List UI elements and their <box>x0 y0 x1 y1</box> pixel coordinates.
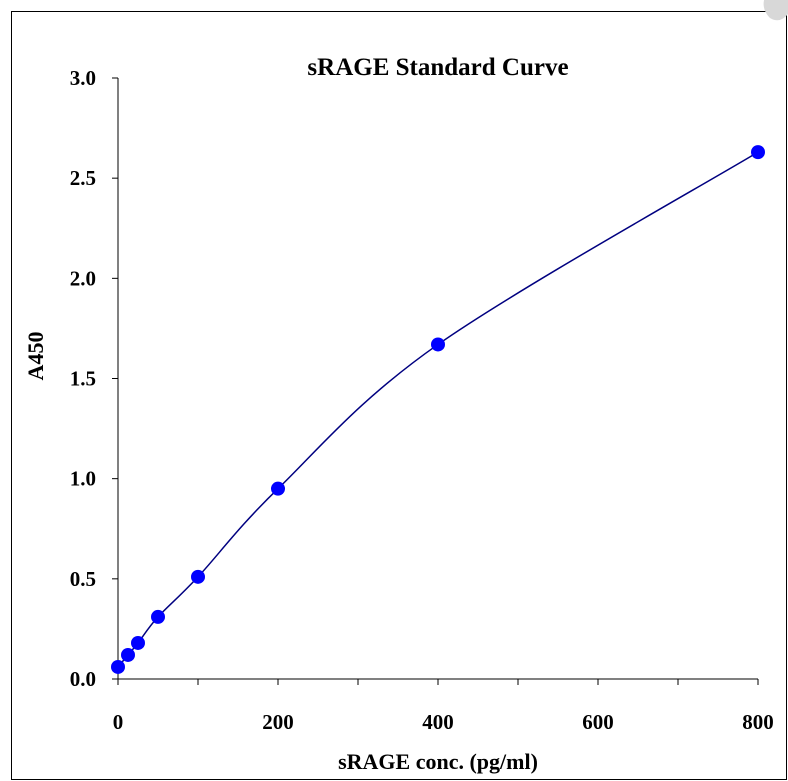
data-point <box>271 481 285 496</box>
data-point <box>151 609 165 624</box>
y-tick-label: 2.0 <box>70 266 96 290</box>
data-point <box>191 569 205 584</box>
data-point <box>131 635 145 650</box>
x-tick-label: 200 <box>262 710 294 734</box>
ticks: 0.0 0.5 1.0 1.5 2.0 2.5 3.0 0 200 400 600 800 <box>70 66 774 734</box>
chart-title: sRAGE Standard Curve <box>307 54 568 81</box>
axes <box>117 78 758 680</box>
data-point <box>751 145 765 160</box>
y-tick-label: 3.0 <box>70 66 96 90</box>
y-tick-label: 1.0 <box>70 467 96 491</box>
x-tick-label: 400 <box>422 710 454 734</box>
chart-frame <box>11 11 787 780</box>
y-tick-label: 2.5 <box>70 166 96 190</box>
data-point <box>111 659 125 674</box>
y-axis-title: A450 <box>23 332 48 381</box>
series <box>111 145 765 674</box>
y-tick-label: 0.0 <box>70 667 96 691</box>
corner-mark <box>763 0 788 21</box>
data-point <box>121 647 135 662</box>
y-tick-label: 1.5 <box>70 367 96 391</box>
fit-curve <box>117 151 759 668</box>
x-axis-title: sRAGE conc. (pg/ml) <box>338 749 538 774</box>
y-tick-label: 0.5 <box>70 567 96 591</box>
data-point <box>431 337 445 352</box>
x-tick-label: 800 <box>742 710 774 734</box>
x-tick-label: 0 <box>113 710 124 734</box>
x-tick-label: 600 <box>582 710 614 734</box>
